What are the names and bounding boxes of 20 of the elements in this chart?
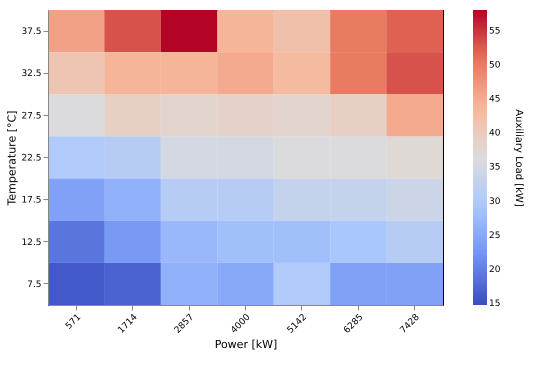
x-tick-label: 571 <box>64 312 84 332</box>
color-bar-label: 25 <box>489 230 500 241</box>
y-tick-label: 27.5 <box>21 111 42 122</box>
color-bar-label: 35 <box>489 162 500 173</box>
color-bar-label: 20 <box>489 264 501 275</box>
y-tick-label: 17.5 <box>21 196 42 206</box>
color-bar-label: 45 <box>489 94 500 105</box>
y-axis-title: Temperature [°C] <box>5 110 18 206</box>
color-bar-label: 55 <box>489 26 500 36</box>
x-axis-title: Power [kW] <box>214 338 278 352</box>
y-tick-label: 12.5 <box>21 238 42 248</box>
color-bar-title: Auxiliary Load [kW] <box>513 109 524 207</box>
y-tick-label: 22.5 <box>21 154 42 164</box>
y-tick-label: 37.5 <box>21 27 42 38</box>
color-bar-label: 30 <box>489 196 501 207</box>
color-bar-label: 50 <box>489 60 501 71</box>
color-bar-label: 40 <box>489 128 501 139</box>
y-tick-label: 32.5 <box>21 69 42 80</box>
color-bar-label: 15 <box>489 298 500 309</box>
y-tick-label: 7.5 <box>27 280 42 290</box>
